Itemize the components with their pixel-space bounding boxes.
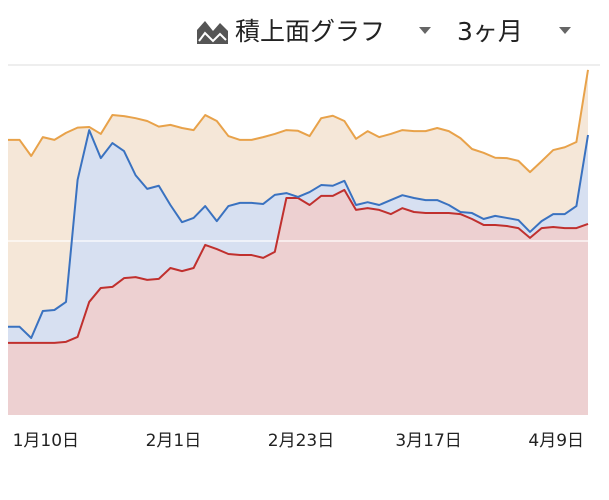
x-tick-label: 2月23日 — [268, 431, 334, 451]
x-tick-label: 1月10日 — [13, 431, 79, 451]
line — [8, 188, 589, 344]
area — [8, 69, 588, 339]
dropdown-arrow[interactable] — [559, 27, 571, 34]
chart-type-icon — [197, 21, 228, 44]
dropdown-arrow[interactable] — [419, 27, 431, 34]
plot — [8, 69, 589, 415]
chart-type-select[interactable]: 積上面グラフ — [235, 17, 386, 46]
line — [8, 69, 589, 174]
period-select[interactable]: 3ヶ月 — [457, 17, 523, 46]
area — [8, 189, 588, 415]
x-tick-label: 3月17日 — [395, 431, 461, 451]
x-tick-label: 2月1日 — [146, 431, 202, 451]
x-tick-label: 4月9日 — [528, 431, 584, 451]
line — [8, 129, 589, 339]
area — [8, 130, 588, 343]
